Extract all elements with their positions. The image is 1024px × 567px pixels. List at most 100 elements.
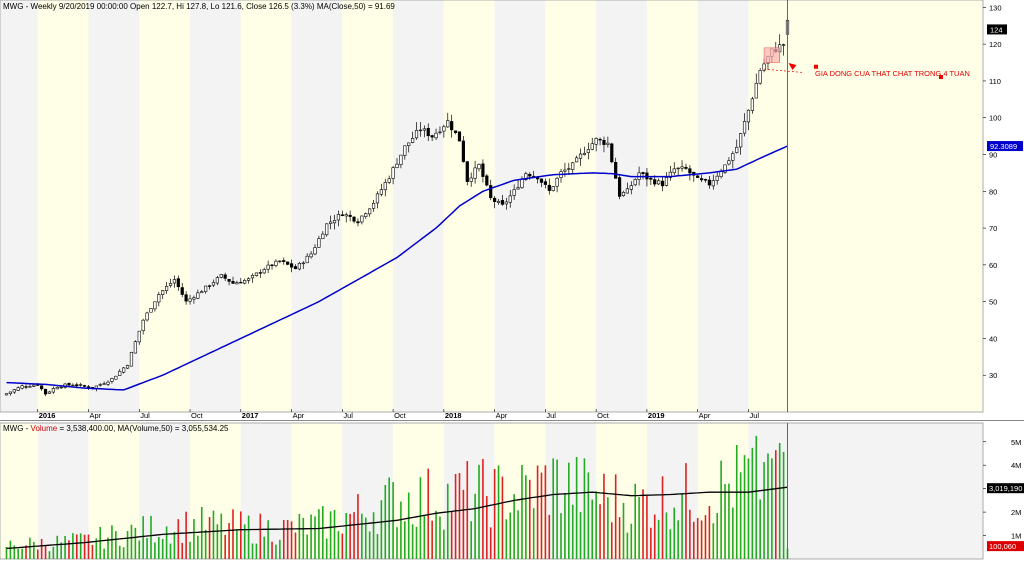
candle-body [274, 260, 278, 266]
candle-body [457, 131, 462, 142]
candle-body [688, 168, 692, 174]
volume-bar [536, 465, 539, 559]
volume-bar [407, 492, 410, 559]
x-tick-label: Jul [140, 411, 150, 420]
volume-y-tick-label: 4M [1011, 461, 1021, 470]
volume-bar [470, 521, 472, 559]
volume-bar [40, 538, 43, 559]
candle-body [133, 341, 137, 354]
volume-bar [431, 520, 433, 559]
candle-body [528, 173, 532, 177]
y-tick-label: 50 [989, 298, 997, 307]
volume-bar [532, 508, 535, 559]
volume-bar [540, 472, 543, 559]
candle-body [47, 391, 52, 394]
volume-bar [700, 520, 703, 559]
x-tick-label: Oct [394, 411, 407, 420]
price-band [596, 0, 647, 412]
candle-body [735, 146, 739, 153]
candle-body [336, 214, 341, 221]
volume-bar [376, 534, 379, 559]
candle-body [520, 178, 524, 189]
volume-header-rest: = 3,538,400.00, MA(Volume,50) = 3,055,53… [57, 424, 229, 433]
candle-body [20, 385, 24, 389]
volume-bar [17, 548, 20, 559]
volume-bar [771, 458, 773, 559]
candle-body [114, 375, 118, 380]
volume-bar [357, 494, 359, 559]
candle-body [403, 145, 407, 156]
candle-body [344, 214, 348, 217]
candle-body [649, 177, 653, 180]
volume-bar [204, 529, 207, 559]
candle-body [699, 178, 704, 181]
candle-body [434, 132, 438, 139]
x-tick-label: 2018 [445, 411, 462, 420]
candle-body [289, 263, 294, 268]
volume-bar [587, 472, 590, 559]
volume-bar [302, 517, 305, 559]
volume-bar [279, 539, 281, 559]
candle-body [145, 312, 149, 321]
candle-body [660, 180, 665, 187]
volume-bar [544, 465, 547, 559]
volume-bar [650, 527, 652, 559]
volume-bar [380, 500, 383, 559]
candle-body [317, 238, 321, 248]
candle-body [301, 262, 305, 265]
candle-body [551, 186, 555, 191]
volume-bar [275, 544, 277, 559]
price-band [190, 0, 241, 412]
volume-bar [552, 458, 554, 559]
candle-body [188, 298, 192, 302]
close-price-tag-text: 124 [990, 25, 1003, 34]
candle-body [758, 70, 762, 84]
volume-bar [595, 491, 597, 559]
candle-body [594, 138, 598, 145]
volume-bar [263, 536, 266, 559]
volume-bar [513, 494, 515, 559]
volume-bar [333, 509, 336, 559]
candle-body [657, 180, 661, 185]
ma-price-tag [987, 141, 1023, 152]
volume-bar [548, 514, 551, 559]
candle-body [469, 177, 473, 182]
volume-bar [341, 533, 344, 559]
volume-bar [353, 512, 355, 559]
candle-body [207, 285, 212, 287]
volume-bar [372, 512, 375, 559]
candle-body [750, 98, 754, 111]
candle-body [8, 391, 13, 394]
price-band [139, 0, 191, 412]
candle-body [465, 161, 469, 182]
price-band [697, 0, 749, 412]
volume-bar [197, 535, 199, 559]
candle-body [383, 182, 387, 191]
candle-body [243, 280, 247, 284]
volume-bar [48, 551, 51, 559]
candle-body [453, 130, 458, 133]
price-bands [0, 0, 983, 412]
candle-body [153, 301, 157, 310]
volume-bar [743, 455, 746, 559]
volume-bar [177, 519, 180, 559]
volume-bar [240, 511, 242, 559]
close-price-tag [987, 24, 1007, 35]
candle-body [43, 388, 48, 395]
candle-body [200, 291, 204, 294]
volume-bar [739, 472, 742, 559]
candle-body [313, 247, 317, 255]
volume-bar [622, 502, 625, 559]
candle-body [477, 164, 481, 170]
y-tick-label: 60 [989, 261, 997, 270]
candle-body [707, 179, 711, 186]
volume-bar [446, 483, 449, 559]
volume-bar [111, 525, 113, 559]
candle-body [375, 193, 380, 204]
volume-bar [36, 549, 39, 559]
price-band [545, 0, 597, 412]
x-tick-label: Apr [496, 411, 508, 420]
volume-bar [185, 511, 187, 559]
volume-bar [232, 509, 234, 559]
volume-bar [337, 531, 340, 559]
